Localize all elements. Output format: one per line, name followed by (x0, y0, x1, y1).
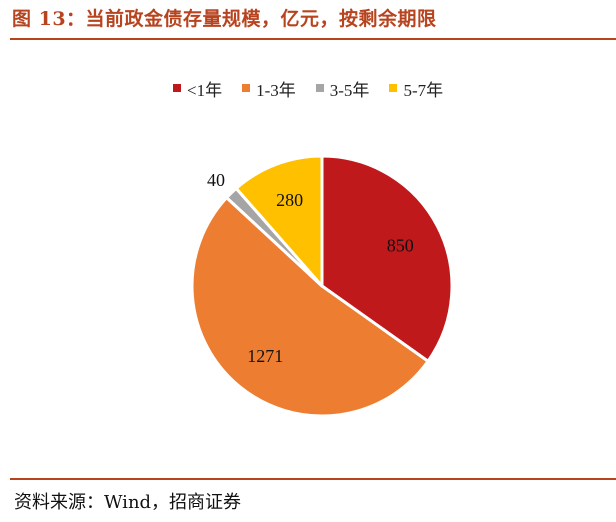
figure-title: 图 13：当前政金债存量规模，亿元，按剩余期限 (12, 8, 437, 30)
legend-item-1-3y: 1-3年 (242, 76, 296, 101)
data-label-lt1y: 850 (387, 236, 414, 256)
pie-slice-1-3y (190, 196, 430, 418)
legend-item-3-5y: 3-5年 (315, 76, 370, 101)
legend-swatch-1-3y (242, 84, 251, 92)
pie-slice-lt1y (320, 154, 454, 363)
legend-label-3-5y: 3-5年 (329, 80, 370, 100)
source-note: 资料来源：Wind，招商证券 (14, 492, 242, 513)
legend-swatch-3-5y (315, 84, 324, 92)
data-label-3-5y: 40 (207, 170, 225, 190)
chart-legend: <1年 1-3年 3-5年 5-7年 (173, 76, 443, 100)
legend-swatch-5-7y (389, 84, 398, 92)
legend-swatch-lt1y (173, 84, 181, 92)
footer-divider (10, 478, 616, 480)
legend-label-5-7y: 5-7年 (403, 80, 444, 100)
legend-item-lt1y: <1年 (173, 76, 222, 101)
legend-label-1-3y: 1-3年 (256, 80, 296, 100)
legend-label-lt1y: <1年 (187, 80, 223, 100)
data-label-5-7y: 280 (276, 190, 303, 210)
title-divider (10, 38, 616, 40)
legend-item-5-7y: 5-7年 (389, 76, 443, 101)
data-label-1-3y: 1271 (247, 346, 283, 366)
pie-slice-5-7y (234, 154, 324, 288)
